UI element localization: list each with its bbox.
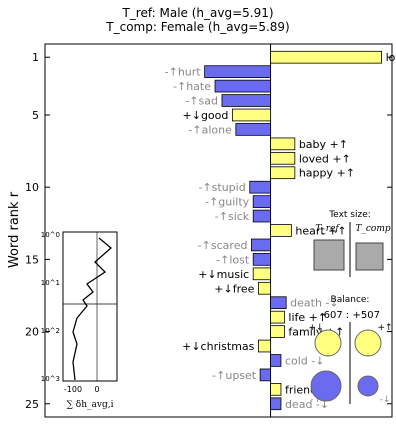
bar-alone [235, 123, 271, 136]
bar-label-loved: loved +↑ [299, 152, 351, 165]
bar-family [270, 325, 285, 338]
bar-friend [270, 383, 282, 396]
balance-circle-plus-down [314, 329, 342, 357]
bar-label-sick: -↑sick [215, 210, 250, 223]
bar-label-stupid: -↑stupid [198, 181, 245, 194]
text-size-ref-label: T_ref [315, 224, 340, 234]
title-line-2: T_comp: Female (h_avg=5.89) [106, 20, 290, 34]
inset-x-tick-label: -100 [64, 385, 82, 394]
bar-label-guilty: -↑guilty [205, 196, 250, 209]
bar-good [231, 108, 271, 122]
y-tick-label: 10 [25, 181, 39, 194]
inset-y-tick-label: 10^3 [41, 375, 60, 383]
balance-title: Balance: [331, 295, 370, 305]
bar-life [270, 310, 285, 324]
bar-dead [270, 397, 282, 411]
balance-bottom-right-label: -↓ [380, 395, 391, 405]
bar-label-good: +↓good [183, 109, 229, 122]
inset-frame [62, 231, 118, 382]
balance-bottom-left-label: -↑ [311, 395, 322, 405]
inset-x-label: ∑ δh_avg,i [67, 400, 114, 410]
balance-top-left-label: +↓ [308, 323, 323, 333]
plot-frame [44, 43, 393, 418]
y-tick-label: 1 [32, 51, 39, 64]
bar-guilty [252, 195, 271, 208]
bar-label-free: +↓free [214, 282, 254, 295]
text-size-comp-label: T_comp [355, 224, 390, 234]
bar-sad [221, 94, 271, 107]
balance-circle-minus-up [310, 370, 342, 402]
chart-title: T_ref: Male (h_avg=5.91) T_comp: Female … [0, 6, 396, 34]
text-size-ref-box [313, 239, 345, 271]
y-tick-label: 20 [25, 326, 39, 339]
bar-label-upset: -↑upset [212, 369, 257, 382]
bar-label-dead: dead -↓ [285, 398, 329, 411]
bar-music [252, 267, 271, 281]
inset-cumsum-line [72, 237, 113, 381]
bar-label-sad: -↑sad [185, 95, 218, 108]
inset-x-tick-label: 0 [94, 385, 99, 394]
y-axis-label: Word rank r [7, 191, 22, 268]
bar-stupid [249, 180, 271, 194]
bar-label-scared: -↑scared [198, 239, 248, 252]
balance-values: -607 : +507 [320, 310, 380, 321]
bar-upset [259, 368, 271, 382]
bar-label-alone: -↑alone [188, 123, 232, 136]
bar-christmas [258, 339, 271, 353]
bar-label-christmas: +↓christmas [182, 340, 255, 353]
bar-loved [270, 151, 296, 165]
bar-label-life: life +↑ [288, 311, 327, 324]
text-size-comp-box [355, 242, 384, 271]
y-tick-label: 5 [32, 109, 39, 122]
bar-sick [252, 209, 271, 223]
bar-love [270, 50, 382, 64]
inset-y-tick-label: 10^1 [41, 279, 60, 287]
bar-scared [251, 238, 271, 252]
bar-label-heart: heart +↑ [295, 225, 346, 238]
title-line-1: T_ref: Male (h_avg=5.91) [122, 6, 274, 20]
bar-label-death: death -↓ [290, 297, 338, 310]
inset-y-tick-label: 10^0 [41, 231, 60, 239]
bar-label-baby: baby +↑ [299, 138, 348, 151]
y-tick-label: 15 [25, 253, 39, 266]
bar-baby [270, 137, 296, 151]
balance-circle-plus-up [354, 329, 382, 357]
balance-circle-minus-down [357, 375, 379, 397]
bar-label-hurt: -↑hurt [165, 66, 202, 79]
inset-y-tick-label: 10^2 [41, 327, 60, 335]
bar-death [270, 296, 287, 310]
bar-free [258, 281, 271, 295]
bar-label-cold: cold -↓ [285, 354, 325, 367]
text-size-title: Text size: [328, 210, 371, 220]
bar-cold [270, 354, 282, 367]
bar-label-lost: -↑lost [216, 253, 250, 266]
y-tick-label: 25 [25, 398, 39, 411]
bar-hate [214, 79, 271, 93]
balance-top-right-label: +↑ [377, 323, 392, 333]
bar-lost [252, 253, 271, 266]
bar-happy [270, 166, 296, 180]
bar-hurt [204, 65, 271, 78]
bar-heart [270, 224, 292, 237]
bar-label-hate: -↑hate [173, 80, 211, 93]
bar-label-music: +↓music [198, 268, 249, 281]
bar-label-happy: happy +↑ [299, 167, 355, 180]
bar-label-love: love +↑ [386, 51, 396, 64]
